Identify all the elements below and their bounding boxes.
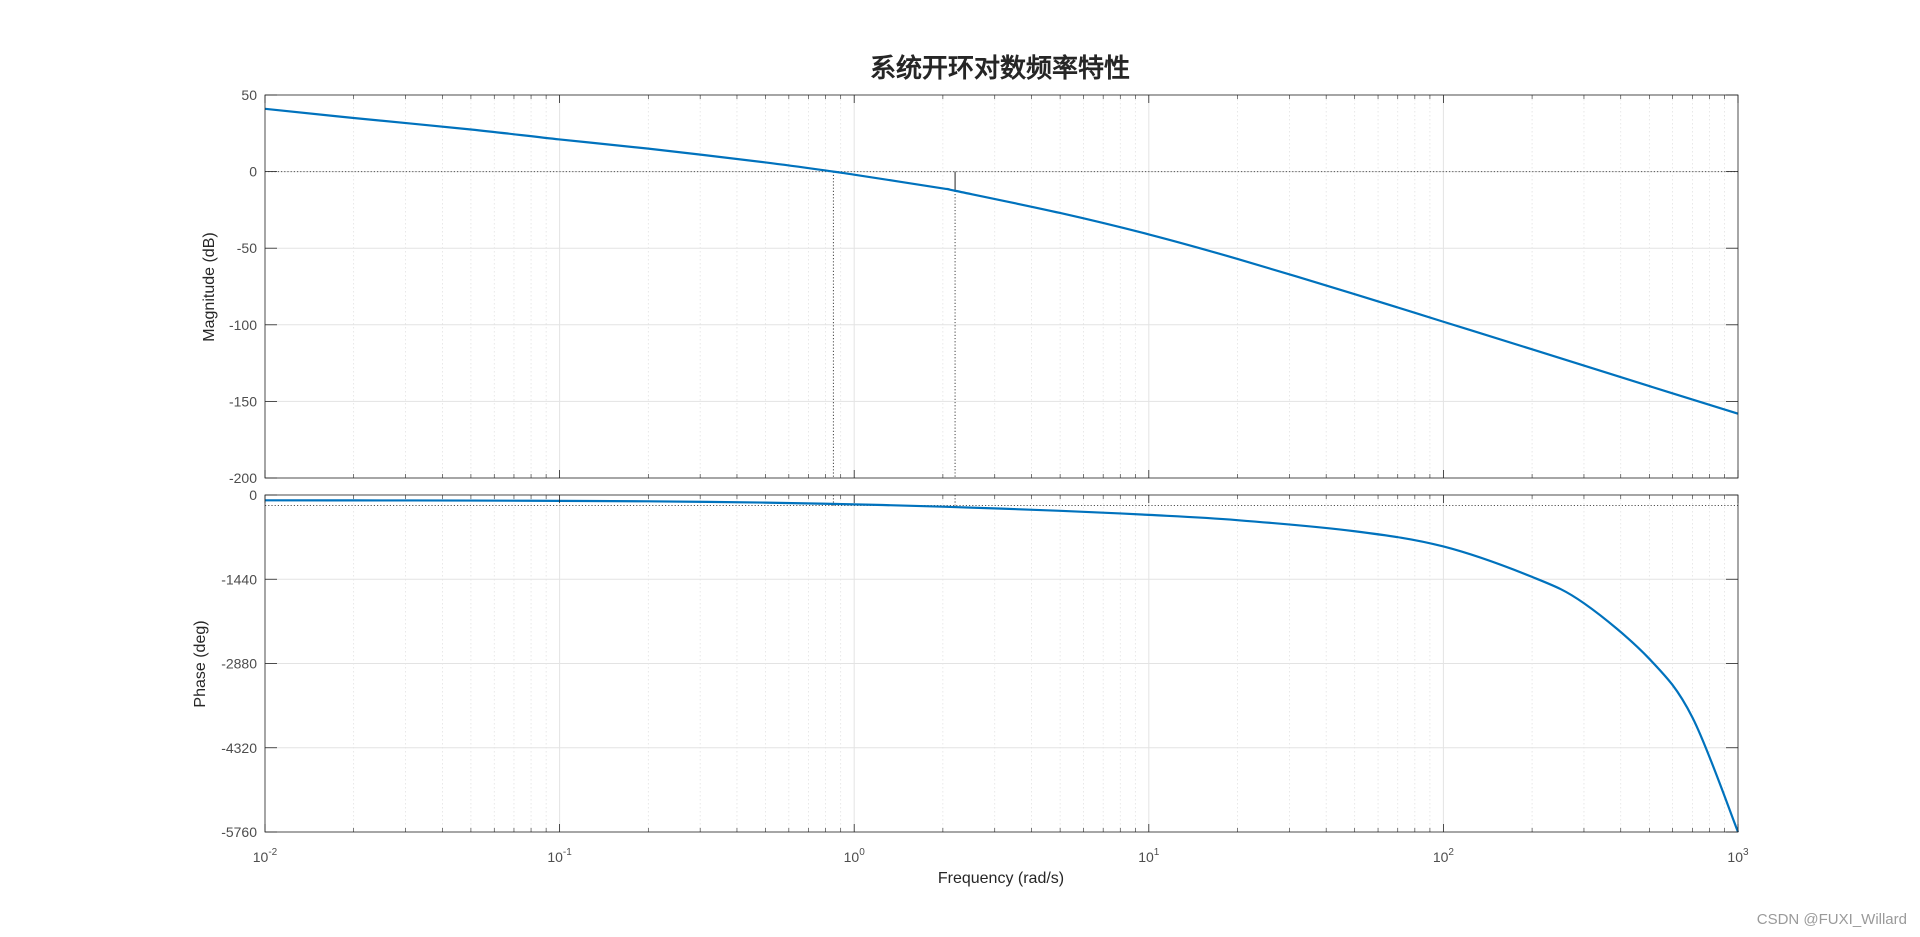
y-tick-label: -200 xyxy=(229,470,257,486)
phase-grid xyxy=(264,494,1739,833)
y-tick-label: -50 xyxy=(237,240,257,256)
magnitude-axes-box xyxy=(264,94,1739,479)
chart-title: 系统开环对数频率特性 xyxy=(870,53,1130,84)
phase-ticks xyxy=(264,494,1739,833)
phase-y-tick-labels: 0 -1440 -2880 -4320 -5760 xyxy=(221,487,257,840)
y-tick-label: -1440 xyxy=(221,571,257,587)
x-tick-labels: 10-2 10-1 100 101 102 103 xyxy=(253,847,1749,865)
phase-series-line xyxy=(264,499,1740,833)
magnitude-ylabel: Magnitude (dB) xyxy=(201,232,218,341)
magnitude-axes[interactable]: 50 0 -50 -100 -150 -200 Magnitude (dB) xyxy=(201,87,1739,486)
watermark: CSDN @FUXI_Willard xyxy=(1757,911,1907,928)
y-tick-label: -2880 xyxy=(221,656,257,672)
x-tick-label: 100 xyxy=(844,847,866,865)
y-tick-label: 0 xyxy=(249,487,257,503)
y-tick-label: -5760 xyxy=(221,824,257,840)
magnitude-ticks xyxy=(264,94,1739,479)
y-tick-label: -150 xyxy=(229,393,257,409)
magnitude-margin-markers xyxy=(832,171,956,478)
x-tick-label: 101 xyxy=(1138,847,1160,865)
phase-ylabel: Phase (deg) xyxy=(192,620,209,707)
x-tick-label: 102 xyxy=(1433,847,1455,865)
y-tick-label: 50 xyxy=(241,87,257,103)
x-axis-label: Frequency (rad/s) xyxy=(938,870,1064,887)
magnitude-plot-area xyxy=(265,95,1738,478)
magnitude-series-line xyxy=(264,107,1739,415)
x-tick-label: 103 xyxy=(1727,847,1749,865)
y-tick-label: -100 xyxy=(229,317,257,333)
x-tick-label: 10-2 xyxy=(253,847,278,865)
x-tick-label: 10-1 xyxy=(547,847,572,865)
phase-axes[interactable]: 0 -1440 -2880 -4320 -5760 Phase (deg) xyxy=(192,487,1740,840)
y-tick-label: -4320 xyxy=(221,740,257,756)
magnitude-y-tick-labels: 50 0 -50 -100 -150 -200 xyxy=(229,87,257,486)
y-tick-label: 0 xyxy=(249,164,257,180)
